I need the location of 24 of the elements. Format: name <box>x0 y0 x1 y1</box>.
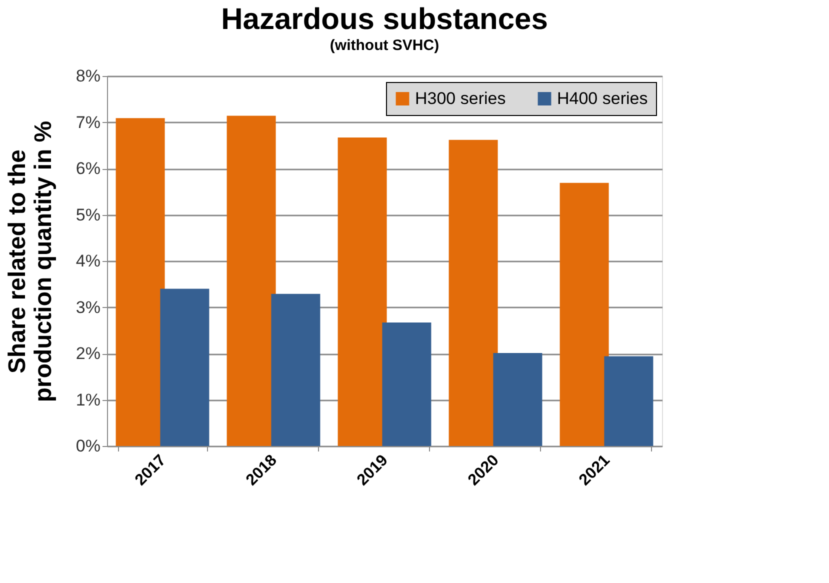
y-tick-label: 6% <box>76 159 100 178</box>
bar <box>493 353 542 446</box>
legend-label: H400 series <box>557 88 648 108</box>
chart-subtitle: (without SVHC) <box>330 37 440 54</box>
bar <box>160 288 210 446</box>
y-tick-label: 5% <box>76 205 100 224</box>
chart-title: Hazardous substances <box>221 3 548 36</box>
y-tick-label: 8% <box>76 66 100 86</box>
bar <box>338 138 387 446</box>
bar <box>560 182 609 446</box>
y-tick-label: 1% <box>76 390 100 410</box>
y-tick-label: 7% <box>76 112 100 132</box>
y-tick-label: 3% <box>76 298 100 317</box>
y-tick-label: 2% <box>76 344 100 363</box>
y-tick-label: 4% <box>76 252 100 270</box>
bar <box>382 322 432 446</box>
bar <box>604 356 654 446</box>
bar <box>448 140 498 446</box>
legend-label: H300 series <box>415 88 506 108</box>
y-axis-title: Share related to the production quantity in % <box>4 120 57 402</box>
y-tick-label: 0% <box>76 436 100 456</box>
bar <box>271 294 320 446</box>
bar <box>226 116 276 446</box>
bar <box>116 118 165 446</box>
